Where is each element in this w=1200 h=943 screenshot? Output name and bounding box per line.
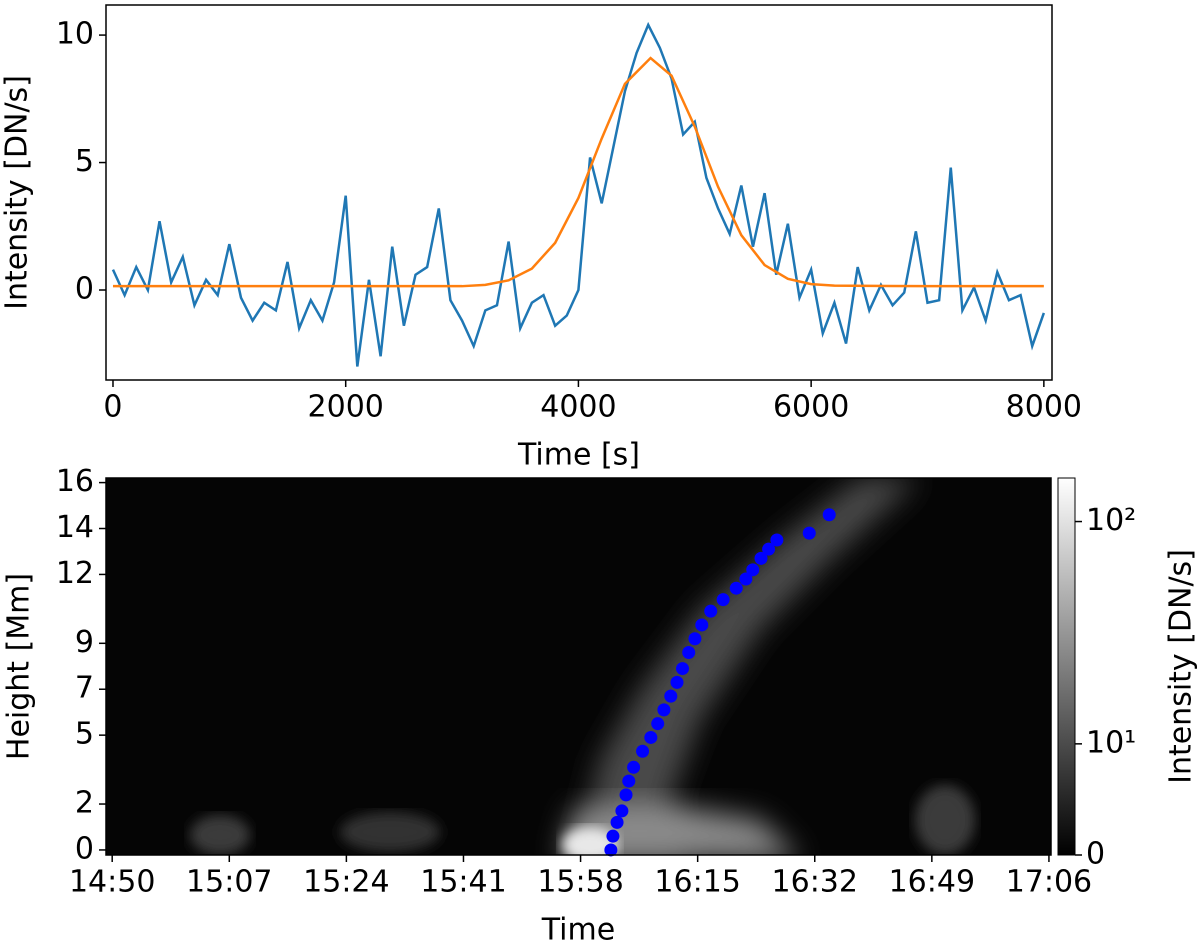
track-point [716, 593, 730, 607]
y-axis-label: Height [Mm] [2, 573, 37, 760]
x-tick-label: 16:15 [654, 865, 740, 900]
y-axis-label: Intensity [DN/s] [0, 75, 35, 310]
track-point [770, 533, 784, 547]
track-point [729, 581, 743, 595]
track-point [688, 632, 702, 646]
y-tick-label: 5 [75, 717, 94, 752]
track-point [615, 804, 629, 818]
data-line [112, 56, 1044, 288]
track-point [704, 604, 718, 618]
x-tick-label: 14:50 [69, 865, 155, 900]
y-tick-label: 5 [75, 144, 94, 179]
axes-frame [105, 477, 1052, 856]
track-point [644, 730, 658, 744]
track-point [739, 572, 753, 586]
track-point [802, 526, 816, 540]
x-tick-label: 0 [103, 390, 122, 425]
plots: 0 2000 4000 6000 8000 0 5 10 Time [s] Intensity [… [0, 4, 1199, 943]
axes-frame [105, 4, 1053, 381]
y-tick-label: 14 [56, 510, 94, 545]
track-point [754, 551, 768, 565]
track-point [664, 689, 678, 703]
x-tick-label: 15:24 [303, 865, 389, 900]
x-tick-label: 17:06 [1006, 865, 1092, 900]
x-axis-label: Time [s] [517, 438, 640, 473]
y-tick-label: 2 [75, 786, 94, 821]
colorbar-tick-label: 0 [1086, 837, 1105, 872]
track-point [676, 662, 690, 676]
track-point [627, 760, 641, 774]
x-tick-label: 6000 [773, 390, 849, 425]
x-tick-label: 15:41 [420, 865, 506, 900]
colorbar [1057, 477, 1076, 856]
track-point [746, 563, 760, 577]
track-point [619, 788, 633, 802]
track-point [651, 717, 665, 731]
colorbar-tick-label: 10² [1086, 503, 1136, 538]
track-point [604, 843, 618, 857]
x-tick-label: 16:49 [889, 865, 975, 900]
x-axis-label: Time [541, 913, 615, 943]
x-tick-label: 15:07 [186, 865, 272, 900]
track-point [670, 675, 684, 689]
track-point [822, 508, 836, 522]
x-tick-label: 8000 [1006, 390, 1082, 425]
track-point [610, 815, 624, 829]
heatmap-image [106, 478, 1051, 855]
y-tick-label: 0 [75, 831, 94, 866]
colorbar-label: Intensity [DN/s] [1164, 549, 1199, 784]
track-point [657, 703, 671, 717]
colorbar-tick-label: 10¹ [1086, 725, 1136, 760]
track-point [636, 744, 650, 758]
y-tick-label: 10 [56, 17, 94, 52]
y-tick-label: 7 [75, 671, 94, 706]
track-point [682, 645, 696, 659]
track-point [695, 618, 709, 632]
y-tick-label: 12 [56, 556, 94, 591]
track-point [622, 774, 636, 788]
x-tick-label: 4000 [540, 390, 616, 425]
x-tick-label: 15:58 [537, 865, 623, 900]
data-line [111, 21, 1046, 367]
x-tick-label: 16:32 [772, 865, 858, 900]
y-tick-label: 16 [56, 464, 94, 499]
track-point [762, 542, 776, 556]
track-point [606, 829, 620, 843]
y-tick-label: 9 [75, 625, 94, 660]
x-tick-label: 2000 [308, 390, 384, 425]
y-tick-label: 0 [75, 272, 94, 307]
